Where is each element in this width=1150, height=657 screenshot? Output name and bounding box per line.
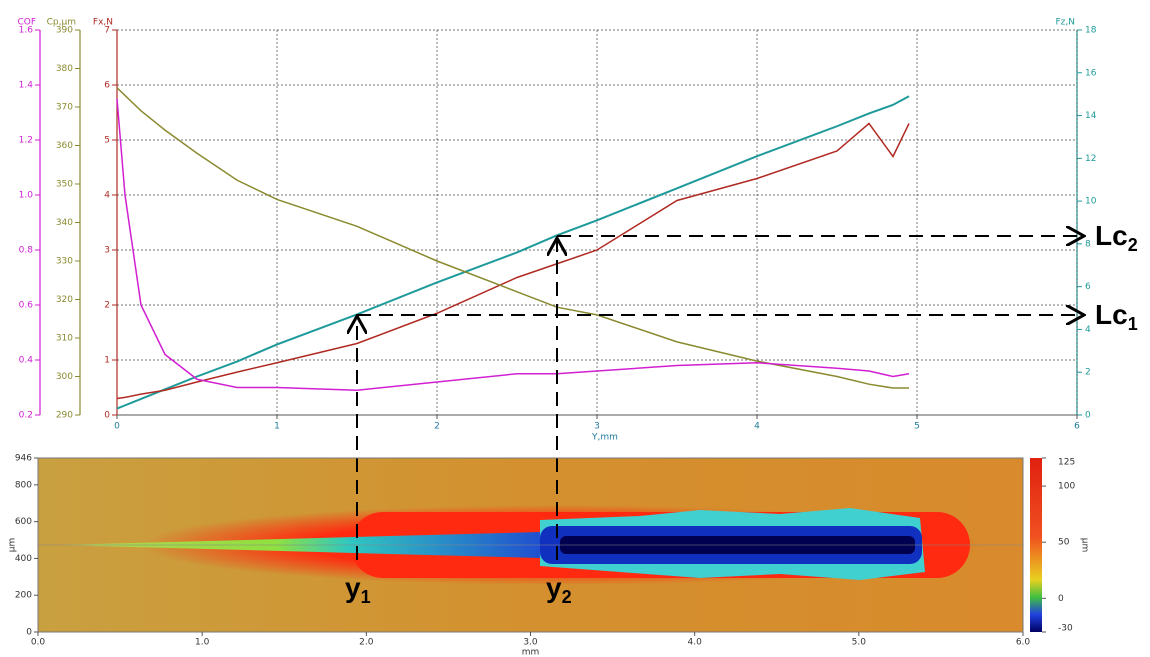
- annotation: Lc1: [1095, 299, 1138, 333]
- y-tick-label: 18: [1085, 26, 1097, 36]
- y-tick-label: 350: [56, 180, 73, 190]
- y-tick-label: 4: [104, 191, 110, 201]
- y-tick-label: 3: [104, 246, 110, 256]
- colorbar-tick-label: -30: [1058, 624, 1073, 634]
- colorbar-tick-label: 100: [1058, 482, 1075, 492]
- y-tick-label: 200: [15, 591, 32, 601]
- x-tick-label: 0.0: [31, 638, 46, 648]
- colorbar-title: μm: [1080, 538, 1090, 553]
- y-tick-label: 4: [1085, 325, 1091, 335]
- y-tick-label: 12: [1085, 154, 1096, 164]
- x-tick-label: 5: [914, 422, 920, 432]
- annotation-text: y: [546, 572, 562, 603]
- y-tick-label: 6: [104, 81, 110, 91]
- y-tick-label: 340: [56, 218, 73, 228]
- colorbar: [1030, 458, 1042, 632]
- annotation-subscript: 2: [1128, 235, 1138, 255]
- y-tick-label: 8: [1085, 239, 1091, 249]
- annotation-text: Lc: [1095, 299, 1128, 330]
- y-tick-label: 1.0: [19, 191, 34, 201]
- annotation-subscript: 1: [361, 587, 371, 607]
- y-tick-label: 2: [104, 301, 110, 311]
- y-tick-label: 0: [26, 628, 32, 638]
- y-tick-label: 800: [15, 480, 32, 490]
- y-tick-label: 1.2: [19, 136, 33, 146]
- annotation: y2: [546, 572, 572, 606]
- y-tick-label: 1.4: [19, 81, 34, 91]
- y-tick-label: 1: [104, 356, 110, 366]
- y-tick-label: 380: [56, 64, 73, 74]
- data-line: [116, 95, 910, 410]
- y-tick-label: 0: [1085, 411, 1091, 421]
- y-tick-label: 600: [15, 517, 32, 527]
- x-tick-label: 2.0: [359, 638, 374, 648]
- y-tick-label: 1.6: [19, 26, 34, 36]
- x-axis-title: mm: [522, 648, 540, 657]
- y-tick-label: 0.8: [19, 246, 34, 256]
- axis-title: Cp,μm: [47, 18, 76, 28]
- y-tick-label: 10: [1085, 197, 1097, 207]
- y-tick-label: 300: [56, 372, 73, 382]
- colorbar-tick-label: 0: [1058, 594, 1064, 604]
- y-tick-label: 370: [56, 103, 73, 113]
- x-tick-label: 4: [754, 422, 760, 432]
- x-tick-label: 0: [114, 422, 120, 432]
- colorbar-tick-label: 125: [1058, 458, 1075, 468]
- x-tick-label: 2: [434, 422, 440, 432]
- y-tick-label: 290: [56, 411, 73, 421]
- axis-title: Fz,N: [1056, 18, 1076, 28]
- x-tick-label: 6: [1074, 422, 1080, 432]
- data-line: [116, 87, 909, 389]
- axis-title: COF: [17, 18, 36, 28]
- data-line: [116, 122, 910, 400]
- y-tick-label: 400: [15, 554, 32, 564]
- y-tick-label: 0.4: [19, 356, 34, 366]
- x-tick-label: 4.0: [688, 638, 703, 648]
- x-tick-label: 1.0: [195, 638, 210, 648]
- x-tick-label: 3: [594, 422, 600, 432]
- heatmap-image: [38, 458, 1042, 632]
- colorbar-tick-label: 50: [1058, 538, 1070, 548]
- y-tick-label: 320: [56, 295, 73, 305]
- y-tick-label: 946: [15, 454, 32, 464]
- y-tick-label: 16: [1085, 68, 1097, 78]
- annotation-text: y: [345, 572, 361, 603]
- annotation: Lc2: [1095, 220, 1138, 254]
- annotation-text: Lc: [1095, 220, 1128, 251]
- axis-title: Fx,N: [93, 18, 113, 28]
- x-tick-label: 1: [274, 422, 280, 432]
- x-tick-label: 6.0: [1016, 638, 1031, 648]
- y-tick-label: 2: [1085, 368, 1091, 378]
- y-tick-label: 14: [1085, 111, 1097, 121]
- y-tick-label: 0.2: [19, 411, 33, 421]
- y-tick-label: 0: [104, 411, 110, 421]
- y-tick-label: 6: [1085, 282, 1091, 292]
- y-tick-label: 0.6: [19, 301, 34, 311]
- annotation-subscript: 2: [562, 587, 572, 607]
- y-tick-label: 7: [104, 26, 110, 36]
- y-axis-title: μm: [8, 538, 18, 553]
- annotation: y1: [345, 572, 371, 606]
- annotation-subscript: 1: [1128, 314, 1138, 334]
- y-tick-label: 390: [56, 26, 73, 36]
- y-tick-label: 360: [56, 141, 73, 151]
- y-tick-label: 5: [104, 136, 110, 146]
- y-tick-label: 310: [56, 334, 73, 344]
- y-tick-label: 330: [56, 257, 73, 267]
- x-tick-label: 3.0: [523, 638, 538, 648]
- data-line: [116, 98, 910, 392]
- x-tick-label: 5.0: [852, 638, 867, 648]
- x-axis-title: Y,mm: [591, 433, 618, 443]
